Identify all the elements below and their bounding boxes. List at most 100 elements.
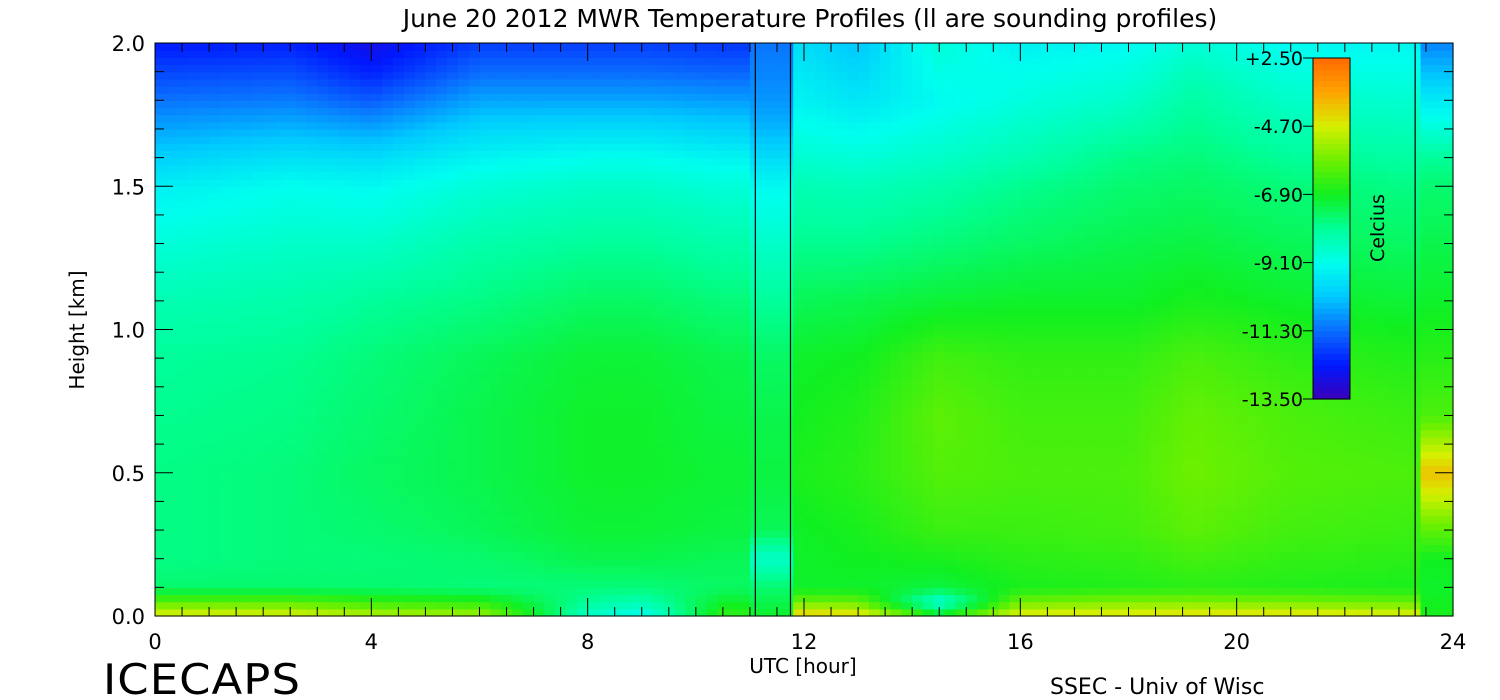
heatmap-cell — [165, 279, 178, 288]
heatmap-cell — [306, 401, 318, 409]
heatmap-cell — [252, 50, 264, 58]
heatmap-cell — [479, 594, 491, 603]
heatmap-cell — [284, 171, 297, 180]
heatmap-cell — [706, 236, 719, 245]
heatmap-cell — [587, 64, 600, 73]
heatmap-cell — [425, 429, 437, 438]
heatmap-cell — [609, 601, 621, 610]
heatmap-cell — [263, 537, 275, 545]
heatmap-cell — [739, 64, 751, 73]
heatmap-cell — [403, 300, 416, 309]
heatmap-cell — [209, 57, 221, 66]
heatmap-cell — [165, 143, 178, 152]
heatmap-cell — [447, 343, 459, 352]
heatmap-cell — [198, 293, 210, 302]
heatmap-cell — [555, 372, 567, 381]
heatmap-cell — [230, 193, 243, 202]
heatmap-cell — [739, 422, 751, 431]
heatmap-cell — [555, 587, 567, 596]
heatmap-cell — [641, 43, 654, 51]
heatmap-cell — [490, 465, 502, 474]
heatmap-cell — [544, 157, 556, 166]
heatmap-cell — [555, 537, 567, 545]
heatmap-cell — [328, 93, 340, 101]
heatmap-cell — [284, 587, 297, 596]
heatmap-cell — [782, 573, 794, 581]
heatmap-cell — [306, 200, 318, 209]
heatmap-cell — [555, 401, 567, 409]
heatmap-cell — [760, 358, 773, 366]
heatmap-cell — [501, 121, 513, 130]
heatmap-cell — [447, 386, 459, 395]
heatmap-cell — [155, 71, 167, 80]
heatmap-cell — [198, 393, 210, 402]
heatmap-cell — [371, 451, 383, 460]
heatmap-cell — [490, 200, 502, 209]
heatmap-cell — [273, 451, 286, 460]
heatmap-cell — [544, 587, 556, 596]
heatmap-cell — [338, 544, 351, 553]
heatmap-cell — [425, 372, 437, 381]
heatmap-cell — [219, 408, 232, 417]
heatmap-cell — [382, 315, 394, 323]
heatmap-cell — [641, 587, 654, 596]
heatmap-cell — [273, 100, 286, 109]
heatmap-cell — [252, 78, 264, 87]
heatmap-cell — [447, 594, 459, 603]
heatmap-cell — [468, 365, 481, 374]
heatmap-cell — [360, 580, 372, 588]
heatmap-cell — [576, 236, 589, 245]
heatmap-cell — [522, 558, 535, 567]
heatmap-cell — [576, 207, 589, 216]
heatmap-cell — [392, 300, 405, 309]
heatmap-cell — [598, 171, 610, 180]
heatmap-cell — [392, 164, 405, 173]
heatmap-cell — [165, 379, 178, 388]
heatmap-cell — [522, 329, 535, 338]
heatmap-cell — [436, 222, 448, 230]
heatmap-cell — [273, 515, 286, 524]
heatmap-cell — [814, 308, 827, 316]
heatmap-cell — [295, 522, 308, 531]
heatmap-cell — [771, 408, 783, 417]
heatmap-cell — [609, 587, 621, 596]
heatmap-cell — [609, 401, 621, 409]
heatmap-cell — [739, 343, 751, 352]
heatmap-cell — [155, 171, 167, 180]
heatmap-cell — [447, 358, 459, 366]
heatmap-cell — [414, 587, 427, 596]
heatmap-cell — [490, 279, 502, 288]
heatmap-cell — [198, 429, 210, 438]
heatmap-cell — [209, 479, 221, 488]
heatmap-cell — [674, 229, 686, 237]
heatmap-cell — [522, 186, 535, 195]
heatmap-cell — [447, 308, 459, 316]
heatmap-cell — [501, 429, 513, 438]
heatmap-cell — [630, 114, 643, 123]
heatmap-cell — [630, 494, 643, 502]
heatmap-cell — [695, 386, 708, 395]
heatmap-cell — [501, 50, 513, 58]
heatmap-cell — [468, 257, 481, 266]
heatmap-cell — [457, 57, 470, 66]
heatmap-cell — [544, 128, 556, 137]
heatmap-cell — [739, 379, 751, 388]
heatmap-cell — [382, 250, 394, 259]
heatmap-cell — [328, 465, 340, 474]
heatmap-cell — [447, 508, 459, 517]
heatmap-cell — [230, 444, 243, 452]
heatmap-cell — [652, 494, 664, 502]
heatmap-cell — [447, 57, 459, 66]
heatmap-cell — [522, 71, 535, 80]
heatmap-cell — [522, 293, 535, 302]
heatmap-cell — [814, 157, 827, 166]
heatmap-cell — [155, 186, 167, 195]
heatmap-cell — [371, 100, 383, 109]
heatmap-cell — [609, 150, 621, 159]
heatmap-cell — [717, 214, 729, 223]
heatmap-cell — [771, 200, 783, 209]
heatmap-cell — [739, 350, 751, 359]
heatmap-cell — [825, 444, 838, 452]
heatmap-cell — [349, 530, 362, 538]
heatmap-cell — [760, 85, 773, 94]
